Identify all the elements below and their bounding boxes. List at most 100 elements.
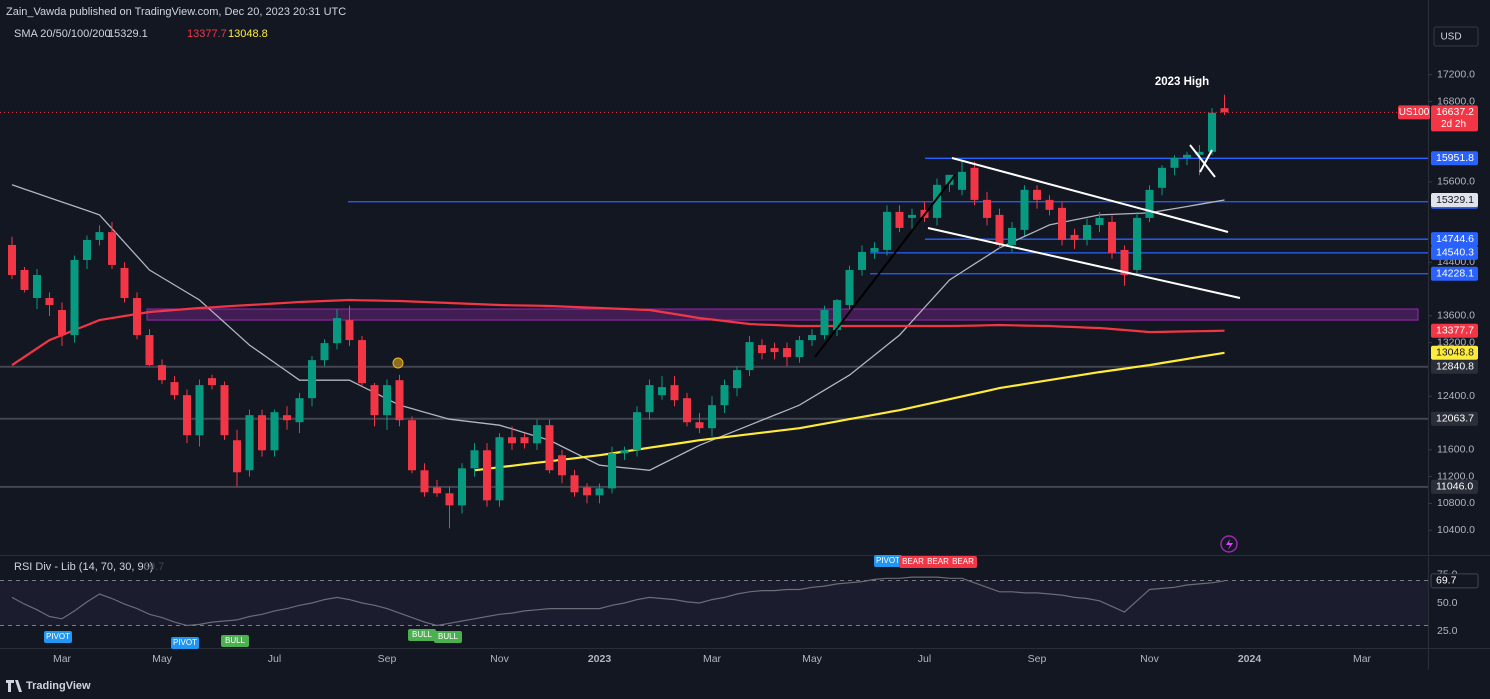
candle-body	[508, 437, 516, 444]
candle-body	[733, 370, 741, 389]
candle-body	[183, 395, 191, 436]
cross-mark	[1199, 149, 1213, 173]
candle-body	[133, 298, 141, 336]
candle-body	[1145, 189, 1154, 218]
candle-body	[933, 184, 941, 218]
candle-body	[1070, 234, 1079, 240]
rsi-band-fill	[0, 580, 1428, 626]
rsi-signal-label: PIVOT	[876, 556, 900, 565]
legend-value: 15329.1	[108, 28, 148, 40]
candle-body	[545, 425, 554, 471]
candle-body	[208, 378, 216, 386]
level-tag	[1431, 151, 1478, 166]
y-tick-label: 13600.0	[1437, 310, 1475, 322]
candle-body	[708, 405, 716, 429]
alert-icon[interactable]	[1220, 535, 1238, 553]
candle-body	[558, 455, 566, 476]
level-tag	[1431, 266, 1478, 281]
candle-body	[595, 488, 604, 496]
legend-value: 13377.7	[187, 28, 227, 40]
candle-body	[683, 398, 691, 423]
candle-body	[833, 300, 841, 331]
candle-body	[283, 415, 291, 421]
level-tag	[1431, 359, 1478, 374]
candle-body	[745, 342, 754, 371]
candle-body	[1133, 217, 1141, 270]
y-tick-label: 11600.0	[1437, 444, 1474, 456]
ma-tag	[1431, 323, 1478, 338]
y-tick-label: 10800.0	[1437, 497, 1475, 509]
candle-body	[983, 199, 991, 218]
candle-body	[995, 214, 1004, 245]
candle-body	[108, 232, 116, 265]
candle-body	[383, 385, 391, 416]
brand: TradingView	[26, 680, 91, 692]
rsi-signal	[924, 556, 952, 568]
x-tick-label: May	[152, 653, 173, 665]
event-marker[interactable]	[392, 357, 404, 369]
legend-value: 13048.8	[228, 28, 268, 40]
candle-body	[370, 385, 379, 416]
rsi-signal	[408, 629, 436, 641]
candle-body	[420, 470, 429, 493]
candle-body	[320, 343, 329, 361]
candle-body	[1208, 112, 1216, 152]
x-tick-label: Mar	[53, 653, 72, 665]
candle-body	[970, 167, 979, 200]
y-tick-label: 15600.0	[1437, 176, 1475, 188]
candle-body	[358, 340, 366, 384]
x-tick-label: 2024	[1238, 653, 1262, 665]
candle-body	[1170, 157, 1179, 168]
candle-body	[1020, 189, 1029, 230]
candle-body	[858, 251, 866, 270]
level-tag	[1431, 245, 1478, 260]
level-tag	[1431, 479, 1478, 494]
candle-body	[770, 348, 779, 353]
currency-box[interactable]	[1433, 26, 1479, 47]
candle-body	[795, 340, 804, 358]
rsi-tag-label: 69.7	[1436, 575, 1457, 587]
symbol-tag	[1398, 105, 1430, 120]
indicator-label: SMA 20/50/100/200	[14, 28, 111, 40]
candle-body	[45, 298, 54, 305]
trendline	[951, 157, 1229, 233]
publisher: Zain_Vawda published on TradingView.com,…	[6, 6, 346, 18]
candle-body	[583, 487, 591, 496]
candle-layer	[0, 94, 1428, 529]
candle-body	[908, 214, 916, 218]
moving-average	[11, 298, 1225, 367]
brand-logo	[6, 680, 22, 692]
drawings	[392, 144, 1241, 553]
rsi-tick-label: 25.0	[1437, 625, 1458, 637]
candle-body	[408, 420, 416, 471]
candle-body	[8, 244, 16, 275]
annotation: 2023 High	[1155, 76, 1209, 88]
x-tick-label: Mar	[703, 653, 722, 665]
level-tag	[1431, 411, 1478, 426]
candle-body	[258, 415, 266, 451]
candle-body	[1008, 227, 1016, 245]
candle-body	[945, 174, 954, 185]
currency: USD	[1440, 32, 1461, 43]
level-tag-label: 14540.3	[1436, 247, 1474, 259]
rsi-tag	[1430, 573, 1479, 589]
candle-body	[808, 335, 816, 341]
x-tick-label: Mar	[1353, 653, 1372, 665]
candle-body	[295, 398, 304, 423]
candle-body	[233, 440, 241, 473]
x-tick-label: May	[802, 653, 823, 665]
rsi-panel	[0, 576, 1428, 627]
price-tag-label: 16637.2	[1436, 106, 1474, 118]
level-tag-label: 12063.7	[1436, 413, 1474, 425]
candle-body	[870, 247, 879, 252]
candle-body	[520, 437, 529, 444]
rsi-signal	[44, 631, 72, 643]
ma-tag-label: 13048.8	[1436, 347, 1474, 359]
y-tick-label: 17200.0	[1437, 68, 1475, 80]
x-tick-label: Jul	[918, 653, 931, 665]
rsi-signal-label: PIVOT	[46, 632, 70, 641]
candle-body	[570, 475, 579, 493]
y-tick-label: 12400.0	[1437, 390, 1475, 402]
